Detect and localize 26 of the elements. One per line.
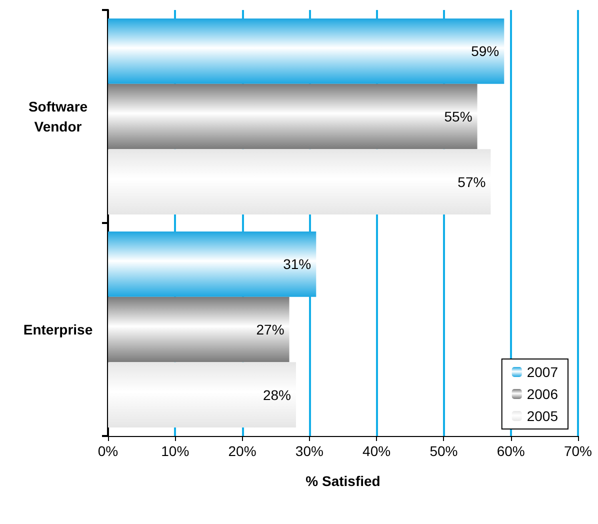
data-label: 27% xyxy=(256,322,284,338)
x-tick-label: 30% xyxy=(295,443,324,459)
legend-label: 2007 xyxy=(526,364,558,380)
x-tick-label: 70% xyxy=(564,443,592,459)
x-tick-label: 10% xyxy=(161,443,190,459)
y-tick-label: Software Vendor xyxy=(28,98,88,134)
x-tick-label: 0% xyxy=(98,443,118,459)
x-tick-label: 50% xyxy=(430,443,458,459)
bar xyxy=(108,362,296,428)
data-label: 28% xyxy=(262,386,291,403)
bar xyxy=(108,149,491,214)
legend-label: 2005 xyxy=(526,408,558,424)
data-label: 55% xyxy=(444,108,472,124)
data-label: 59% xyxy=(471,43,500,60)
data-label: 57% xyxy=(458,174,486,190)
bar xyxy=(108,18,504,84)
y-tick-label: Enterprise xyxy=(23,322,93,338)
bar xyxy=(108,84,478,150)
x-axis-title: % Satisfied xyxy=(306,473,380,489)
x-tick-label: 60% xyxy=(496,443,525,459)
legend-label: 2006 xyxy=(526,386,558,402)
bar xyxy=(108,232,316,297)
data-label: 31% xyxy=(283,256,312,272)
x-tick-label: 20% xyxy=(228,443,256,459)
x-tick-label: 40% xyxy=(362,443,391,459)
bar xyxy=(108,296,290,362)
